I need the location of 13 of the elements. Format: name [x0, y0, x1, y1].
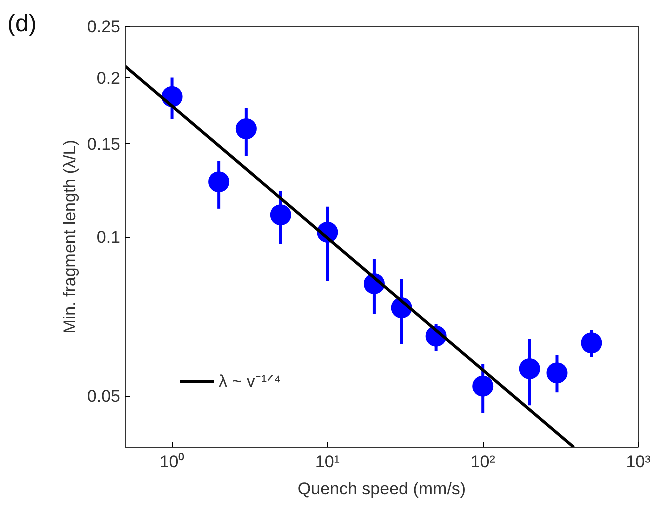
x-axis-title: Quench speed (mm/s) — [298, 480, 466, 498]
y-axis-title: Min. fragment length (λ/L) — [60, 140, 80, 334]
chart-title: (d) — [8, 10, 37, 38]
y-tick-label: 0.15 — [87, 134, 121, 154]
legend-label: λ ~ v⁻¹ᐟ⁴ — [219, 371, 282, 392]
x-tick-label: 10¹ — [315, 452, 340, 472]
x-tick-label: 10³ — [626, 452, 652, 472]
y-tick-label: 0.25 — [87, 18, 121, 36]
y-tick-label: 0.05 — [87, 387, 121, 406]
y-tick-label: 0.2 — [96, 68, 121, 88]
x-tick-label: 10⁰ — [160, 452, 185, 472]
x-tick-label: 10² — [470, 452, 496, 472]
y-tick-label: 0.1 — [96, 228, 121, 247]
